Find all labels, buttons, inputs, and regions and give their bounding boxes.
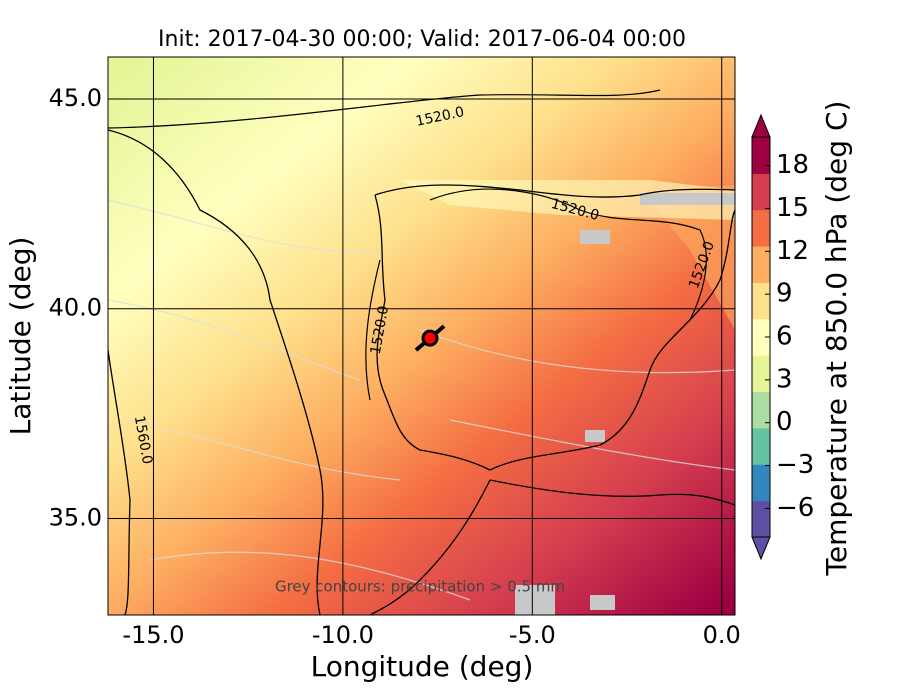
colorbar-band — [752, 500, 770, 538]
colorbar-tick-label: 3 — [776, 364, 793, 394]
y-tick-label: 35.0 — [49, 504, 102, 532]
colorbar-tick-label: −6 — [776, 493, 814, 523]
colorbar-band — [752, 137, 770, 174]
colorbar-tick-label: −3 — [776, 450, 814, 480]
chart-title: Init: 2017-04-30 00:00; Valid: 2017-06-0… — [158, 27, 686, 52]
colorbar-label: Temperature at 850.0 hPa (deg C) — [820, 101, 853, 577]
colorbar-band — [752, 173, 770, 211]
colorbar-tick-label: 12 — [776, 236, 809, 266]
plot-frame — [107, 56, 736, 616]
colorbar-band — [752, 282, 770, 320]
colorbar-band — [752, 427, 770, 465]
y-axis-label: Latitude (deg) — [4, 237, 37, 436]
colorbar-band — [752, 209, 770, 247]
y-tick-label: 45.0 — [49, 84, 102, 112]
colorbar-tick-label: 18 — [776, 150, 809, 180]
colorbar-band — [752, 318, 770, 356]
x-axis-label: Longitude (deg) — [311, 650, 534, 683]
x-tick-label: -15.0 — [122, 621, 184, 649]
x-tick-label: 0.0 — [703, 621, 741, 649]
location-marker — [421, 329, 439, 347]
precipitation — [515, 193, 735, 615]
colorbar-tick-label: 9 — [776, 279, 793, 309]
annotation: Grey contours: precipitation > 0.5 mm — [275, 578, 565, 596]
colorbar-band — [752, 464, 770, 502]
x-tick-label: -10.0 — [312, 621, 374, 649]
grid — [108, 57, 735, 615]
colorbar-tick-label: 0 — [776, 407, 793, 437]
map-field — [108, 57, 735, 615]
coastlines — [108, 129, 735, 615]
colorbar-band — [752, 355, 770, 393]
colorbar: −6 −3 0 3 6 9 12 15 18 — [751, 113, 814, 561]
colorbar-tick-label: 15 — [776, 193, 809, 223]
colorbar-band — [752, 391, 770, 429]
colorbar-extend-max — [751, 113, 771, 138]
height-contours — [108, 89, 707, 401]
x-tick-label: -5.0 — [509, 621, 556, 649]
colorbar-band — [752, 246, 770, 283]
colorbar-extend-min — [751, 536, 771, 561]
colorbar-tick-label: 6 — [776, 322, 793, 352]
y-tick-label: 40.0 — [49, 294, 102, 322]
